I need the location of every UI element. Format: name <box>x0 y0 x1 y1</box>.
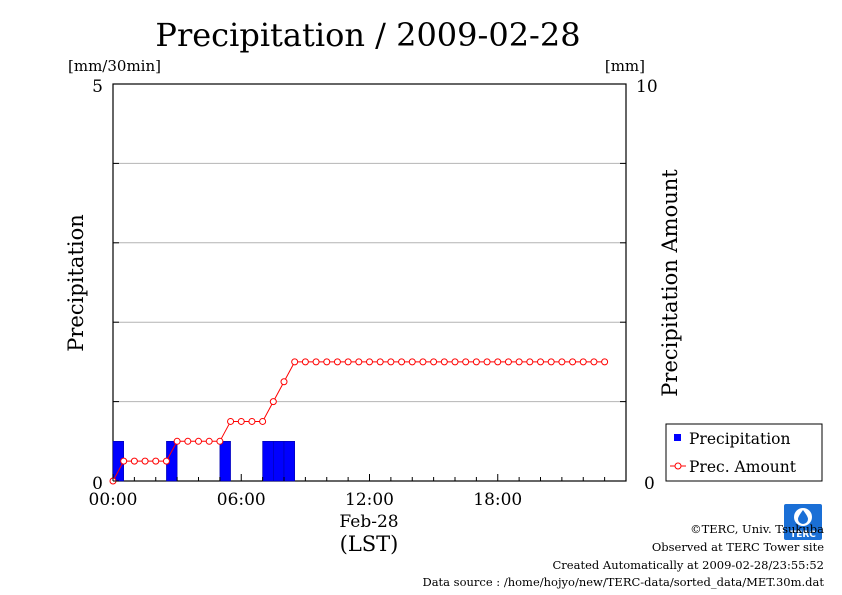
prec-amount-point <box>569 358 577 366</box>
prec-amount-point <box>291 358 299 366</box>
prec-amount-point <box>601 358 609 366</box>
prec-amount-point <box>579 358 587 366</box>
prec-amount-line <box>109 358 609 485</box>
prec-amount-point <box>366 358 373 366</box>
x-date-label: Feb-28 <box>339 512 398 532</box>
prec-amount-point <box>312 358 320 366</box>
prec-amount-point <box>515 358 523 366</box>
prec-amount-point <box>494 358 502 366</box>
legend-marker <box>674 462 682 470</box>
prec-amount-point <box>462 358 470 366</box>
terc-logo-icon: TERC <box>784 504 822 540</box>
x-tick-label: 12:00 <box>345 490 394 510</box>
logo-drop <box>798 510 808 524</box>
left-tick-max: 5 <box>92 77 103 97</box>
prec-amount-point <box>526 358 534 366</box>
prec-amount-point <box>259 417 267 425</box>
prec-amount-point <box>227 417 235 425</box>
prec-amount-point <box>333 358 341 366</box>
left-tick-min: 0 <box>92 474 103 494</box>
right-axis-unit: [mm] <box>605 57 645 75</box>
prec-amount-point <box>398 358 406 366</box>
prec-amount-point <box>323 358 331 366</box>
x-tick-label: 18:00 <box>473 490 522 510</box>
prec-amount-point <box>344 358 352 366</box>
credit-observed: Observed at TERC Tower site <box>651 540 824 554</box>
prec-amount-point <box>483 358 491 366</box>
prec-amount-point <box>162 457 170 465</box>
prec-amount-point <box>237 417 245 425</box>
prec-amount-point <box>504 358 512 366</box>
terc-logo: TERC <box>784 504 822 540</box>
plot-frame <box>112 83 627 482</box>
prec-amount-point <box>355 358 363 366</box>
legend-bar-swatch <box>674 434 681 441</box>
prec-amount-point <box>472 358 480 366</box>
prec-amount-point <box>195 437 202 445</box>
prec-amount-point <box>130 457 138 465</box>
precipitation-bars <box>112 440 295 482</box>
prec-amount-point <box>141 457 149 465</box>
x-tick-labels: 00:00 06:00 12:00 18:00 <box>89 490 523 510</box>
credit-source: Data source : /home/hojyo/new/TERC-data/… <box>422 575 824 589</box>
x-tick-label: 00:00 <box>89 490 138 510</box>
prec-amount-point <box>547 358 555 366</box>
prec-amount-point <box>430 358 438 366</box>
legend-label-prec-amount: Prec. Amount <box>689 458 797 476</box>
prec-amount-point <box>120 457 128 465</box>
credit-created: Created Automatically at 2009-02-28/23:5… <box>552 558 825 572</box>
axis-ticks <box>112 83 627 482</box>
prec-amount-point <box>173 437 181 445</box>
left-axis-unit: [mm/30min] <box>68 57 161 75</box>
prec-amount-point <box>558 358 566 366</box>
left-axis-label: Precipitation <box>64 214 88 352</box>
prec-amount-point <box>408 358 416 366</box>
right-tick-min: 0 <box>644 474 655 494</box>
x-zone-label: (LST) <box>340 532 399 556</box>
prec-amount-point <box>590 358 598 366</box>
prec-amount-point <box>451 358 459 366</box>
prec-amount-point <box>152 457 160 465</box>
prec-amount-point <box>216 437 224 445</box>
prec-amount-point <box>248 417 256 425</box>
prec-amount-point <box>419 358 427 366</box>
prec-amount-point <box>269 398 277 406</box>
logo-text: TERC <box>790 530 816 540</box>
grid-lines <box>113 162 626 403</box>
prec-amount-point <box>301 358 309 366</box>
precipitation-bar <box>273 440 285 482</box>
prec-amount-polyline <box>112 361 605 482</box>
prec-amount-point <box>387 358 395 366</box>
legend-label-precipitation: Precipitation <box>689 430 791 448</box>
prec-amount-point <box>440 358 448 366</box>
legend: Precipitation Prec. Amount <box>665 423 823 482</box>
precipitation-bar <box>283 440 295 482</box>
right-tick-max: 10 <box>636 77 658 97</box>
precipitation-bar <box>262 440 274 482</box>
prec-amount-point <box>376 358 384 366</box>
prec-amount-point <box>537 358 544 366</box>
legend-box <box>665 423 823 482</box>
chart-title: Precipitation / 2009-02-28 <box>155 16 580 54</box>
prec-amount-point <box>184 437 192 445</box>
x-tick-label: 06:00 <box>217 490 266 510</box>
prec-amount-point <box>205 437 213 445</box>
precipitation-bar <box>219 440 231 482</box>
prec-amount-point <box>280 378 288 386</box>
right-axis-label: Precipitation Amount <box>658 169 682 397</box>
credit-copyright: ©TERC, Univ. Tsukuba <box>690 522 824 536</box>
